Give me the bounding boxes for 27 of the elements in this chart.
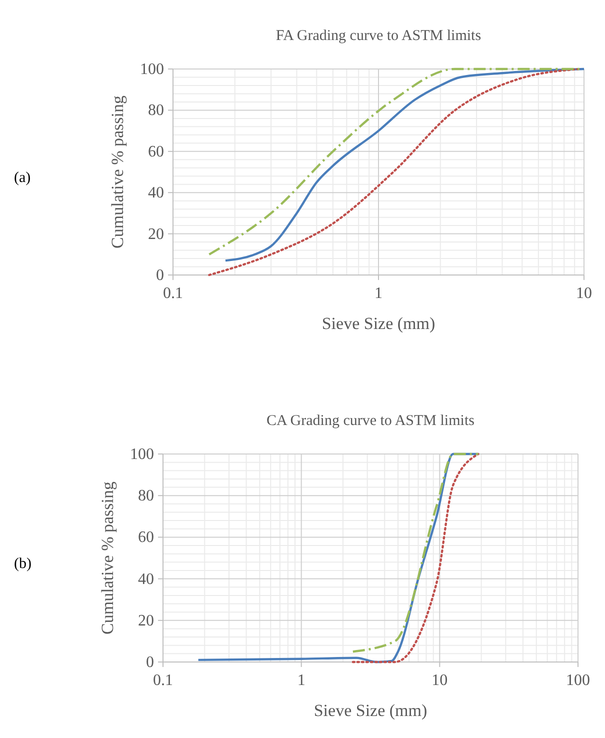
y-axis-title: Cumulative % passing bbox=[98, 481, 117, 634]
x-tick-label: 1 bbox=[297, 672, 306, 689]
y-tick-label: 80 bbox=[138, 488, 154, 505]
y-tick-label: 40 bbox=[138, 570, 154, 588]
x-tick-label: 100 bbox=[566, 672, 590, 689]
y-tick-label: 20 bbox=[138, 612, 154, 630]
y-tick-label: 60 bbox=[148, 143, 164, 160]
y-tick-label: 60 bbox=[138, 529, 154, 546]
y-tick-label: 20 bbox=[148, 226, 164, 243]
x-tick-label: 1 bbox=[374, 285, 382, 302]
y-tick-label: 80 bbox=[148, 102, 164, 120]
text: (a) bbox=[14, 170, 31, 186]
y-tick-label: 0 bbox=[156, 267, 164, 284]
chart-title: FA Grading curve to ASTM limits bbox=[276, 28, 482, 44]
y-tick-label: 100 bbox=[140, 61, 164, 78]
x-tick-label: 10 bbox=[432, 672, 448, 689]
x-tick-label: 10 bbox=[576, 285, 592, 302]
x-axis-title: Sieve Size (mm) bbox=[314, 701, 428, 720]
y-tick-label: 40 bbox=[148, 184, 164, 202]
text: (b) bbox=[14, 556, 32, 572]
x-axis-title: Sieve Size (mm) bbox=[322, 314, 436, 333]
chart-title: CA Grading curve to ASTM limits bbox=[266, 413, 475, 429]
y-tick-label: 100 bbox=[130, 446, 154, 463]
x-tick-label: 0.1 bbox=[153, 672, 173, 689]
x-tick-label: 0.1 bbox=[163, 285, 183, 302]
y-axis-title: Cumulative % passing bbox=[108, 95, 127, 248]
y-tick-label: 0 bbox=[146, 654, 154, 671]
